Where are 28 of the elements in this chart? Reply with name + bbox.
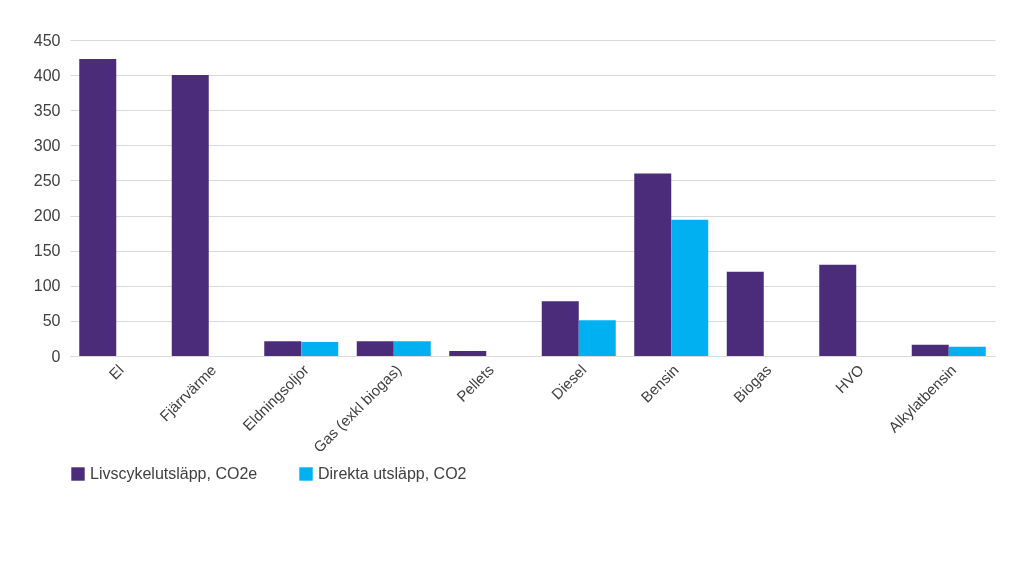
y-tick-label: 0 bbox=[51, 347, 61, 365]
x-tick-label: El bbox=[105, 361, 127, 383]
bar bbox=[948, 346, 986, 356]
bar bbox=[726, 271, 764, 356]
y-tick-label: 150 bbox=[33, 242, 61, 260]
bar bbox=[911, 344, 949, 356]
bar bbox=[264, 341, 302, 356]
y-tick-label: 50 bbox=[42, 312, 61, 330]
y-tick-label: 200 bbox=[33, 207, 61, 225]
bar bbox=[671, 219, 709, 356]
y-tick-label: 250 bbox=[33, 171, 61, 189]
bar bbox=[634, 173, 672, 356]
legend-label: Direkta utsläpp, CO2 bbox=[318, 465, 467, 482]
bar bbox=[171, 75, 209, 356]
legend-label: Livscykelutsläpp, CO2e bbox=[90, 465, 258, 482]
y-tick-label: 400 bbox=[33, 66, 61, 84]
bar bbox=[541, 301, 579, 356]
bar bbox=[79, 58, 117, 356]
y-tick-label: 450 bbox=[33, 31, 61, 49]
y-tick-label: 100 bbox=[33, 277, 61, 295]
bar bbox=[819, 264, 857, 356]
y-tick-label: 350 bbox=[33, 101, 61, 119]
bar bbox=[578, 320, 616, 356]
bar bbox=[449, 351, 487, 356]
bar bbox=[301, 341, 339, 356]
y-tick-label: 300 bbox=[33, 136, 61, 154]
bar bbox=[393, 341, 431, 356]
bar bbox=[356, 341, 394, 356]
